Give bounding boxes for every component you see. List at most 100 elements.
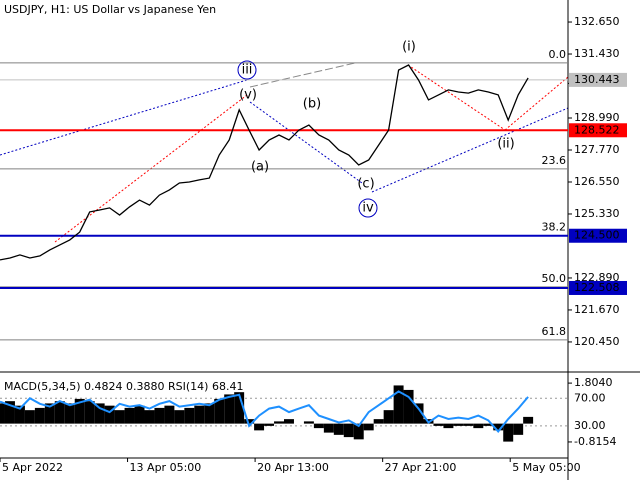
y-tick-label: 125.330 (574, 207, 620, 220)
macd-bar (224, 394, 235, 424)
price-label-box (569, 123, 627, 138)
macd-bar (383, 410, 394, 424)
x-tick-label: 13 Apr 05:00 (130, 461, 202, 474)
macd-bar (74, 398, 85, 424)
x-tick-label: 5 Apr 2022 (2, 461, 63, 474)
fib-label: 38.2 (542, 221, 567, 234)
macd-bar (14, 405, 25, 424)
price-label-box (569, 228, 627, 243)
macd-bar (174, 410, 185, 424)
y2-tick-label: 70.00 (574, 391, 606, 404)
macd-bar (194, 405, 205, 424)
macd-bar (323, 423, 334, 433)
macd-bar (214, 398, 225, 424)
macd-bar (483, 423, 494, 426)
chart-title: USDJPY, H1: US Dollar vs Japanese Yen (4, 3, 216, 16)
macd-bar (4, 401, 15, 424)
macd-bar (274, 421, 284, 424)
macd-bar (284, 419, 294, 424)
wave-label: (i) (402, 40, 416, 55)
macd-bar (234, 392, 245, 424)
wave-line (249, 101, 363, 184)
macd-bar (144, 410, 155, 424)
wave-circle (358, 198, 378, 218)
wave-label: (v) (239, 88, 257, 103)
macd-bar (493, 423, 504, 431)
price-label: 124.500 (574, 229, 620, 242)
macd-bar (124, 407, 135, 424)
price-line (0, 64, 529, 261)
y-tick-label: 122.890 (574, 271, 620, 284)
macd-bar (343, 423, 354, 438)
y-tick-label: 121.670 (574, 303, 620, 316)
y-tick-label: 127.770 (574, 143, 620, 156)
wave-label: (a) (251, 160, 269, 175)
channel-line (371, 107, 569, 193)
macd-bar (114, 410, 125, 424)
macd-bar (303, 421, 314, 424)
macd-bar (463, 423, 474, 426)
macd-bar (54, 401, 65, 424)
rsi-line (0, 390, 529, 433)
macd-bar (244, 419, 255, 424)
fib-label: 0.0 (549, 48, 567, 61)
fib-label: 23.6 (542, 154, 567, 167)
macd-bar (523, 416, 534, 424)
channel-line (249, 62, 356, 88)
macd-bar (403, 389, 414, 424)
macd-bar (393, 385, 404, 424)
macd-bar (164, 405, 175, 424)
wave-label: (ii) (497, 137, 514, 152)
y2-tick-label: 30.00 (574, 419, 606, 432)
macd-bar (84, 401, 95, 424)
y-tick-label: 120.450 (574, 335, 620, 348)
x-tick-label: 20 Apr 13:00 (257, 461, 329, 474)
macd-bar (513, 423, 524, 435)
channel-line (0, 79, 248, 156)
y-tick-label: 128.990 (574, 111, 620, 124)
price-label-box (569, 72, 627, 87)
macd-bar (154, 407, 165, 424)
macd-bar (104, 405, 115, 424)
wave-label: (c) (357, 177, 374, 192)
wave-line (407, 64, 506, 131)
wave-line (504, 76, 569, 131)
y-tick-label: 131.430 (574, 47, 620, 60)
macd-bar (363, 423, 374, 431)
macd-bar (313, 423, 324, 429)
y-tick-label: 126.550 (574, 175, 620, 188)
wave-label: iii (242, 63, 253, 78)
fib-label: 50.0 (542, 272, 567, 285)
macd-bar (453, 423, 464, 426)
macd-bar (373, 419, 384, 424)
macd-bar (64, 403, 75, 424)
macd-bar (44, 403, 55, 424)
y-tick-label: 1.8040 (574, 376, 613, 389)
macd-bar (94, 403, 105, 424)
macd-bar (34, 407, 45, 424)
macd-bar (353, 423, 364, 440)
y-tick-label: 132.650 (574, 15, 620, 28)
x-tick-label: 5 May 05:00 (512, 461, 580, 474)
x-tick-label: 27 Apr 21:00 (385, 461, 457, 474)
wave-label: (b) (303, 97, 321, 112)
price-label: 130.443 (574, 73, 620, 86)
macd-bar (413, 403, 424, 424)
indicator-title: MACD(5,34,5) 0.4824 0.3880 RSI(14) 68.41 (4, 380, 243, 393)
macd-bar (134, 405, 145, 424)
macd-bar (24, 410, 35, 424)
price-label: 128.522 (574, 123, 620, 136)
wave-circle (237, 60, 257, 80)
macd-bar (264, 423, 275, 426)
wave-label: iv (362, 201, 374, 216)
macd-bar (254, 423, 265, 431)
macd-bar (0, 403, 5, 424)
price-label-box (569, 280, 627, 295)
macd-bar (433, 423, 444, 426)
macd-bar (503, 423, 514, 442)
y-tick-label: -0.8154 (574, 435, 616, 448)
macd-bar (443, 423, 454, 429)
macd-bar (333, 423, 344, 435)
macd-bar (184, 407, 195, 424)
